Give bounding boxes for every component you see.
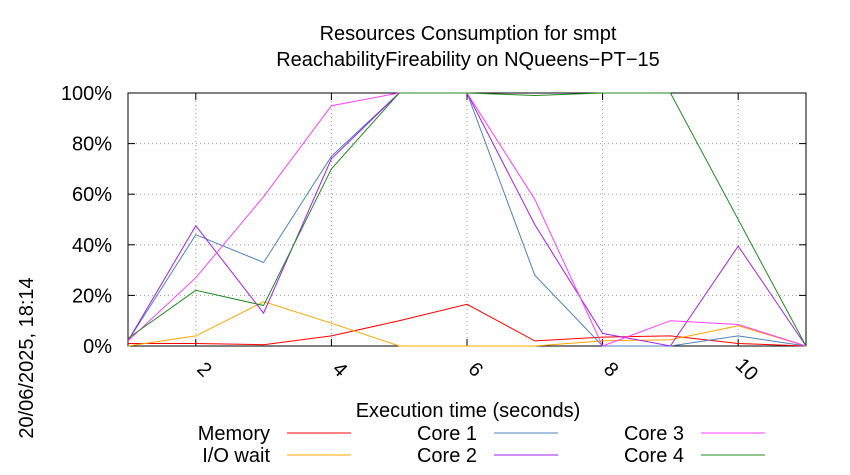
grid-lines (128, 93, 806, 346)
axes (127, 92, 807, 347)
x-tick-label: 8 (599, 358, 622, 381)
legend-label: Memory (198, 423, 270, 445)
y-tick-label: 40% (72, 235, 112, 257)
series-line-core-3 (127, 92, 807, 347)
x-tick-label: 2 (192, 358, 215, 381)
series-line-i-o-wait (127, 301, 807, 347)
x-axis-label: Execution time (seconds) (356, 400, 581, 422)
series-lines (127, 92, 807, 347)
x-tick-label: 10 (731, 354, 762, 385)
y-tick-label: 0% (83, 336, 112, 358)
series-line-memory (128, 303, 807, 347)
chart-title-line-2: ReachabilityFireability on NQueens−PT−15 (276, 49, 660, 71)
legend-label: Core 1 (417, 423, 477, 445)
chart-title-line-1: Resources Consumption for smpt (320, 23, 617, 45)
legend-label: I/O wait (202, 445, 270, 467)
series-line-core-2 (127, 92, 807, 347)
plot-border (127, 92, 807, 347)
series-line-core-4 (127, 92, 807, 347)
x-tick-label: 6 (464, 358, 487, 381)
series-line-core-1 (127, 92, 807, 347)
y-tick-label: 60% (72, 184, 112, 206)
legend-label: Core 4 (624, 445, 684, 467)
legend-label: Core 3 (624, 423, 684, 445)
y-tick-label: 20% (72, 285, 112, 307)
legend-label: Core 2 (417, 445, 477, 467)
timestamp-label: 20/06/2025, 18:14 (16, 277, 38, 438)
y-tick-label: 80% (72, 134, 112, 156)
x-tick-label: 4 (328, 358, 351, 381)
y-tick-label: 100% (61, 83, 112, 105)
